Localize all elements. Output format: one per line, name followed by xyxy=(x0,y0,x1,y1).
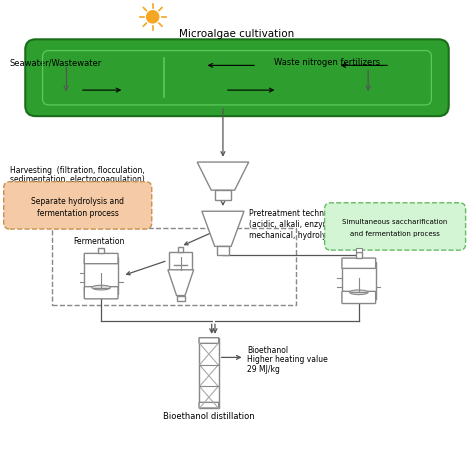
Text: Bioethanol distillation: Bioethanol distillation xyxy=(163,412,255,421)
Text: Bioethanol: Bioethanol xyxy=(247,346,288,355)
Text: Simultaneous saccharification: Simultaneous saccharification xyxy=(342,219,448,225)
Bar xyxy=(178,247,183,252)
Ellipse shape xyxy=(92,285,110,290)
Bar xyxy=(177,296,184,301)
FancyBboxPatch shape xyxy=(84,254,118,264)
Text: Separate hydrolysis and: Separate hydrolysis and xyxy=(31,197,124,206)
Ellipse shape xyxy=(349,290,368,295)
Text: (acidic, alkali, enzymatic,: (acidic, alkali, enzymatic, xyxy=(249,219,346,228)
Bar xyxy=(98,248,104,254)
Text: Harvesting  (filtration, flocculation,: Harvesting (filtration, flocculation, xyxy=(10,166,145,175)
Text: Higher heating value: Higher heating value xyxy=(247,355,328,364)
Bar xyxy=(356,248,362,253)
Bar xyxy=(342,262,376,299)
Bar xyxy=(356,253,362,258)
Text: mechanical, hydrolysis): mechanical, hydrolysis) xyxy=(249,231,339,240)
Text: and fermentation process: and fermentation process xyxy=(350,231,440,237)
FancyBboxPatch shape xyxy=(84,287,118,299)
Text: Pretreatment techniques: Pretreatment techniques xyxy=(249,209,344,218)
Text: Microalgae cultivation: Microalgae cultivation xyxy=(179,29,295,39)
Bar xyxy=(84,257,118,294)
Bar xyxy=(215,190,231,201)
Bar xyxy=(199,337,219,408)
Bar xyxy=(52,228,296,305)
Polygon shape xyxy=(202,211,244,246)
Circle shape xyxy=(146,11,159,23)
FancyBboxPatch shape xyxy=(199,402,219,408)
FancyBboxPatch shape xyxy=(342,292,376,303)
Polygon shape xyxy=(168,270,194,296)
Bar xyxy=(217,246,229,255)
FancyBboxPatch shape xyxy=(25,39,449,116)
Text: sedimentation, electrocoagulation): sedimentation, electrocoagulation) xyxy=(10,175,145,184)
Text: fermentation process: fermentation process xyxy=(37,209,118,218)
FancyBboxPatch shape xyxy=(325,203,465,250)
FancyBboxPatch shape xyxy=(4,182,152,229)
Polygon shape xyxy=(197,162,249,190)
FancyBboxPatch shape xyxy=(342,258,376,268)
Text: Seawater/Wastewater: Seawater/Wastewater xyxy=(10,58,102,67)
Text: Fermentation: Fermentation xyxy=(73,237,125,246)
Text: 29 MJ/kg: 29 MJ/kg xyxy=(247,365,280,374)
FancyBboxPatch shape xyxy=(199,337,219,343)
Bar xyxy=(169,252,192,270)
Text: Waste nitrogen fertilizers: Waste nitrogen fertilizers xyxy=(274,58,381,67)
